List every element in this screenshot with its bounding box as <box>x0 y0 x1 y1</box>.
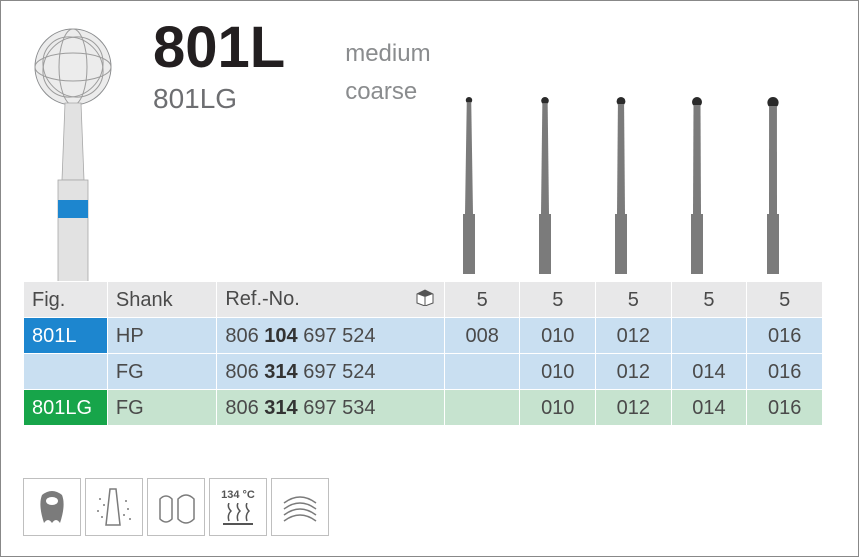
cell-ref: 806 104 697 524 <box>217 318 445 354</box>
cell-size: 016 <box>747 354 823 390</box>
teeth-icon <box>147 478 205 536</box>
package-icon <box>414 288 436 312</box>
shape-col <box>583 89 659 274</box>
th-fig: Fig. <box>24 282 108 318</box>
autoclave-temp: 134 °C <box>221 489 255 501</box>
cell-size: 016 <box>747 390 823 426</box>
shape-col <box>735 89 811 274</box>
large-bur-illustration <box>23 19 123 290</box>
grade-sub: coarse <box>345 73 430 111</box>
cell-shank: HP <box>107 318 216 354</box>
cell-ref: 806 314 697 534 <box>217 390 445 426</box>
sub-code: 801LG <box>153 83 285 115</box>
shape-col <box>659 89 735 274</box>
main-code: 801L <box>153 19 285 77</box>
th-pack-0: 5 <box>444 282 520 318</box>
cell-size: 014 <box>671 390 747 426</box>
title-block: 801L 801LG <box>153 19 285 115</box>
cell-size: 012 <box>596 390 672 426</box>
table-row: 801LGFG806 314 697 534 010012014016 <box>24 390 823 426</box>
shape-col <box>431 89 507 274</box>
table-row: FG806 314 697 524 010012014016 <box>24 354 823 390</box>
cell-size: 014 <box>671 354 747 390</box>
cell-fig: 801LG <box>24 390 108 426</box>
cell-size: 012 <box>596 354 672 390</box>
footer-icons: 134 °C <box>23 478 329 536</box>
cell-fig <box>24 354 108 390</box>
table-row: 801LHP806 104 697 524008010012 016 <box>24 318 823 354</box>
size-shapes-row <box>431 89 811 274</box>
th-pack-2: 5 <box>596 282 672 318</box>
th-shank: Shank <box>107 282 216 318</box>
wave-icon <box>271 478 329 536</box>
cell-size <box>671 318 747 354</box>
cell-size: 012 <box>596 318 672 354</box>
tooth-icon <box>23 478 81 536</box>
table-header-row: Fig. Shank Ref.-No. 5 5 5 5 5 <box>24 282 823 318</box>
th-pack-1: 5 <box>520 282 596 318</box>
shape-col <box>507 89 583 274</box>
cell-size: 010 <box>520 354 596 390</box>
cell-shank: FG <box>107 390 216 426</box>
spec-table: Fig. Shank Ref.-No. 5 5 5 5 5 801LHP806 … <box>23 281 823 426</box>
cell-shank: FG <box>107 354 216 390</box>
th-ref-label: Ref.-No. <box>225 288 299 310</box>
th-pack-3: 5 <box>671 282 747 318</box>
grade-main: medium <box>345 35 430 73</box>
cell-size: 010 <box>520 318 596 354</box>
autoclave-icon: 134 °C <box>209 478 267 536</box>
cell-size: 008 <box>444 318 520 354</box>
grade-block: medium coarse <box>345 19 430 112</box>
cell-size <box>444 390 520 426</box>
cell-size: 010 <box>520 390 596 426</box>
cell-size: 016 <box>747 318 823 354</box>
cell-ref: 806 314 697 524 <box>217 354 445 390</box>
spray-icon <box>85 478 143 536</box>
th-ref: Ref.-No. <box>217 282 445 318</box>
cell-size <box>444 354 520 390</box>
cell-fig: 801L <box>24 318 108 354</box>
th-pack-4: 5 <box>747 282 823 318</box>
